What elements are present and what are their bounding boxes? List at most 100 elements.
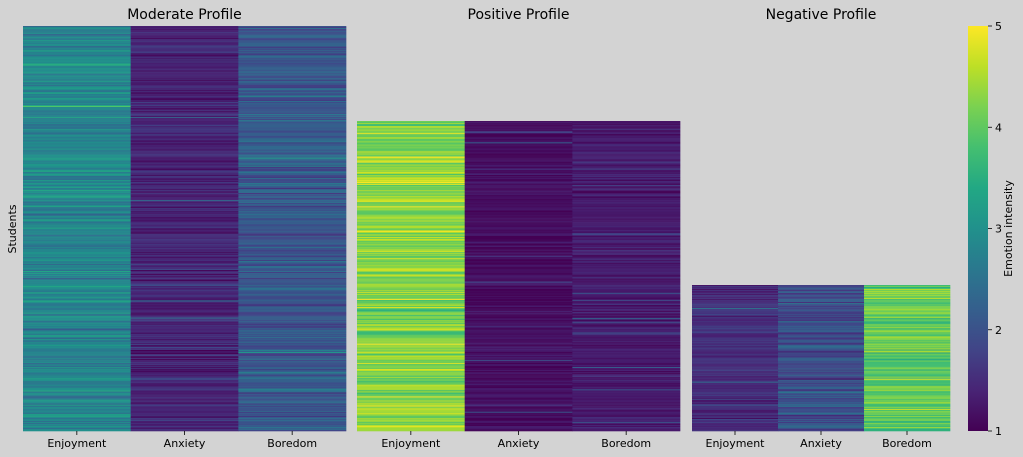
heatmap-cell — [23, 221, 131, 223]
heatmap-cell — [238, 397, 347, 399]
heatmap-cell — [130, 372, 239, 374]
heatmap-cell — [464, 248, 573, 250]
heatmap-cell — [238, 82, 347, 85]
heatmap-cell — [238, 418, 347, 421]
heatmap-cell — [238, 400, 347, 402]
heatmap-cell — [692, 359, 779, 361]
heatmap-cell — [23, 203, 131, 205]
heatmap-cell — [357, 351, 465, 354]
heatmap-cell — [572, 199, 681, 201]
heatmap-cell — [572, 174, 681, 177]
heatmap-cell — [357, 379, 465, 381]
heatmap-cell — [238, 423, 347, 426]
heatmap-cell — [778, 323, 865, 325]
heatmap-cell — [23, 289, 131, 291]
heatmap-cell — [130, 141, 239, 143]
heatmap-cell — [864, 381, 951, 383]
heatmap-cell — [778, 395, 865, 398]
heatmap-cell — [464, 166, 573, 169]
heatmap-cell — [130, 422, 239, 425]
heatmap-cell — [464, 175, 573, 178]
heatmap-cell — [864, 426, 951, 429]
heatmap-cell — [130, 32, 239, 34]
heatmap-cell — [464, 402, 573, 404]
heatmap-cell — [572, 240, 681, 243]
heatmap-cell — [130, 398, 239, 400]
heatmap-cell — [778, 362, 865, 364]
heatmap-cell — [238, 212, 347, 214]
heatmap-cell — [464, 253, 573, 255]
heatmap-cell — [357, 343, 465, 345]
heatmap-cell — [23, 62, 131, 64]
heatmap-cell — [23, 100, 131, 103]
heatmap-cell — [572, 386, 681, 388]
heatmap-cell — [238, 269, 347, 271]
heatmap-cell — [778, 341, 865, 343]
heatmap-cell — [130, 153, 239, 155]
x-tick-label: Enjoyment — [381, 437, 441, 450]
heatmap-cell — [464, 342, 573, 344]
heatmap-cell — [238, 169, 347, 172]
heatmap-cell — [130, 369, 239, 371]
heatmap-cell — [864, 370, 951, 372]
heatmap-cell — [864, 407, 951, 410]
heatmap-cell — [778, 325, 865, 327]
heatmap-cell — [464, 369, 573, 371]
heatmap-cell — [572, 357, 681, 360]
heatmap-cell — [238, 330, 347, 333]
heatmap-cell — [572, 417, 681, 420]
heatmap-cell — [692, 428, 779, 431]
heatmap-cell — [357, 269, 465, 271]
heatmap-cell — [23, 422, 131, 425]
heatmap-cell — [23, 114, 131, 116]
heatmap-cell — [23, 312, 131, 314]
heatmap-cell — [130, 102, 239, 105]
heatmap-cell — [692, 336, 779, 338]
heatmap-cell — [238, 323, 347, 325]
heatmap-cell — [130, 167, 239, 170]
heatmap-cell — [23, 241, 131, 243]
heatmap-cell — [23, 108, 131, 110]
heatmap-cell — [130, 194, 239, 196]
heatmap-cell — [23, 249, 131, 252]
heatmap-cell — [238, 63, 347, 65]
heatmap-cell — [572, 340, 681, 342]
heatmap-cell — [238, 222, 347, 224]
heatmap-cell — [130, 375, 239, 377]
heatmap-cell — [357, 276, 465, 278]
heatmap-cell — [572, 402, 681, 404]
heatmap-cell — [238, 159, 347, 161]
heatmap-cell — [238, 393, 347, 395]
heatmap-cell — [23, 315, 131, 317]
heatmap-cell — [130, 310, 239, 312]
heatmap-cell — [130, 233, 239, 235]
heatmap-cell — [238, 128, 347, 130]
heatmap-cell — [357, 295, 465, 298]
heatmap-cell — [357, 139, 465, 141]
heatmap-cell — [464, 193, 573, 195]
heatmap-cell — [130, 72, 239, 74]
heatmap-cell — [572, 369, 681, 371]
heatmap-cell — [692, 348, 779, 350]
heatmap-cell — [778, 330, 865, 332]
heatmap-cell — [238, 53, 347, 55]
heatmap-cell — [357, 378, 465, 380]
heatmap-cell — [357, 200, 465, 202]
heatmap-cell — [864, 355, 951, 357]
heatmap-cell — [778, 397, 865, 400]
heatmap-cell — [572, 348, 681, 350]
heatmap-cell — [23, 361, 131, 363]
heatmap-cell — [357, 283, 465, 285]
heatmap-cell — [238, 352, 347, 354]
heatmap-cell — [464, 397, 573, 399]
heatmap-cell — [23, 109, 131, 111]
heatmap-cell — [130, 64, 239, 66]
heatmap-cell — [130, 57, 239, 59]
heatmap-cell — [23, 402, 131, 404]
heatmap-cell — [864, 401, 951, 404]
heatmap-cell — [23, 88, 131, 91]
heatmap-cell — [23, 136, 131, 138]
heatmap-cell — [23, 342, 131, 345]
heatmap-cell — [130, 408, 239, 411]
heatmap-cell — [464, 355, 573, 358]
